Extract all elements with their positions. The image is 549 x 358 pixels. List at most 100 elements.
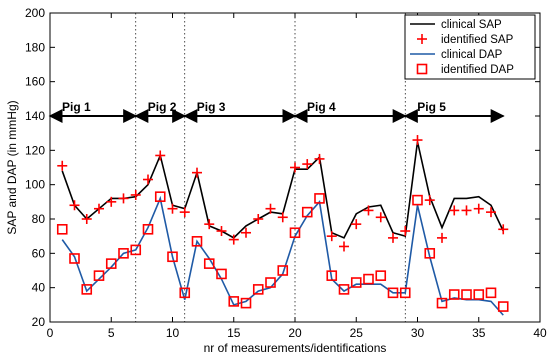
y-tick-label: 20 xyxy=(32,315,46,329)
data-point-square xyxy=(69,253,80,264)
data-point-plus xyxy=(57,160,68,171)
x-tick-label: 25 xyxy=(350,326,364,340)
data-point-plus xyxy=(204,219,215,230)
x-tick-label: 40 xyxy=(533,326,547,340)
data-point-plus xyxy=(81,214,92,224)
y-tick-label: 100 xyxy=(25,178,45,192)
data-point-square xyxy=(81,284,93,295)
group-label: Pig 3 xyxy=(197,100,226,114)
group-label: Pig 4 xyxy=(307,100,336,114)
data-point-square xyxy=(289,227,301,239)
data-point-plus xyxy=(216,226,227,237)
data-point-square xyxy=(399,287,411,299)
data-point-square xyxy=(363,273,374,285)
data-point-square xyxy=(265,277,276,288)
group-label: Pig 5 xyxy=(417,100,446,114)
data-point-plus xyxy=(143,174,153,185)
data-point-plus xyxy=(326,231,337,242)
y-axis-label: SAP and DAP (in mmHg) xyxy=(5,100,19,234)
data-point-plus xyxy=(179,207,190,218)
x-tick-label: 5 xyxy=(108,326,115,340)
data-point-plus xyxy=(192,167,202,178)
data-point-plus xyxy=(363,205,374,216)
data-point-plus xyxy=(118,193,129,204)
data-point-plus xyxy=(388,232,398,243)
data-point-plus xyxy=(351,219,362,230)
group-annotations-layer: Pig 1 Pig 2 Pig 3 Pig 4 Pig 5 xyxy=(48,100,505,123)
x-axis-label: nr of measurements/identifications xyxy=(204,341,387,355)
series-identified-sap xyxy=(57,135,509,252)
legend-label: clinical SAP xyxy=(441,19,502,31)
y-tick-label: 60 xyxy=(32,246,46,260)
legend-label: clinical DAP xyxy=(441,49,503,61)
data-point-plus xyxy=(339,241,349,252)
data-point-square xyxy=(338,284,350,295)
legend-label: identified SAP xyxy=(441,34,514,46)
data-point-square xyxy=(387,287,399,299)
x-tick-label: 0 xyxy=(47,326,54,340)
data-point-plus xyxy=(155,150,166,161)
y-tick-label: 180 xyxy=(25,40,45,54)
data-point-square xyxy=(118,248,129,259)
data-point-square xyxy=(228,296,240,307)
y-tick-label: 40 xyxy=(32,281,46,295)
data-point-plus xyxy=(302,159,313,170)
data-point-square xyxy=(497,301,509,312)
data-point-plus xyxy=(253,214,264,224)
data-point-plus xyxy=(277,212,288,223)
ticks-layer: 0 5 10 15 20 25 30 35 40 20 40 60 80 100 120 140 160 180 2… xyxy=(25,6,547,340)
data-point-square xyxy=(448,289,460,300)
data-point-plus xyxy=(400,226,411,237)
data-point-square xyxy=(301,206,313,218)
data-point-plus xyxy=(461,205,472,216)
x-tick-label: 30 xyxy=(411,326,425,340)
data-point-plus xyxy=(167,203,178,214)
data-point-plus xyxy=(265,203,276,214)
data-point-square xyxy=(130,244,142,256)
data-point-plus xyxy=(473,203,484,214)
data-point-plus xyxy=(130,189,141,200)
data-point-square xyxy=(473,289,485,300)
data-point-plus xyxy=(69,200,80,211)
data-point-square xyxy=(105,258,117,269)
data-point-plus xyxy=(498,224,509,235)
series-layer xyxy=(56,135,509,316)
y-tick-label: 80 xyxy=(32,212,46,226)
data-point-square xyxy=(203,258,215,269)
y-tick-label: 160 xyxy=(25,75,45,89)
data-point-plus xyxy=(449,205,460,216)
legend: clinical SAP identified SAP clinical DAP id… xyxy=(404,14,536,80)
data-point-square xyxy=(167,251,178,263)
data-point-square xyxy=(142,224,154,235)
data-point-plus xyxy=(228,234,239,245)
data-point-plus xyxy=(106,196,117,207)
data-point-square xyxy=(93,270,105,281)
data-point-square xyxy=(314,193,325,204)
data-point-plus xyxy=(290,162,300,173)
divider-lines-layer xyxy=(135,13,406,322)
data-point-square xyxy=(191,236,203,247)
data-point-square xyxy=(154,191,166,202)
group-label: Pig 2 xyxy=(148,100,177,114)
data-point-square xyxy=(375,270,387,281)
data-point-square xyxy=(461,289,472,300)
data-point-square xyxy=(252,284,264,295)
data-point-square xyxy=(485,287,497,299)
series-clinical-dap xyxy=(61,195,504,316)
data-point-plus xyxy=(424,195,435,206)
data-point-square xyxy=(240,297,252,309)
y-tick-label: 200 xyxy=(25,6,45,20)
data-point-plus xyxy=(314,153,325,164)
y-tick-label: 120 xyxy=(25,143,45,157)
data-point-square xyxy=(350,277,362,288)
legend-label: identified DAP xyxy=(441,64,514,76)
data-point-square xyxy=(179,287,191,299)
data-point-plus xyxy=(486,207,496,218)
y-tick-label: 140 xyxy=(25,109,45,123)
x-tick-label: 35 xyxy=(472,326,486,340)
data-point-square xyxy=(326,270,338,281)
x-tick-label: 20 xyxy=(288,326,302,340)
data-point-square xyxy=(216,268,227,280)
series-line xyxy=(61,195,504,316)
